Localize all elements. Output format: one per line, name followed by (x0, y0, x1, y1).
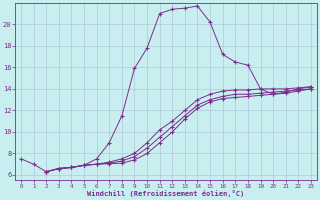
X-axis label: Windchill (Refroidissement éolien,°C): Windchill (Refroidissement éolien,°C) (87, 190, 244, 197)
